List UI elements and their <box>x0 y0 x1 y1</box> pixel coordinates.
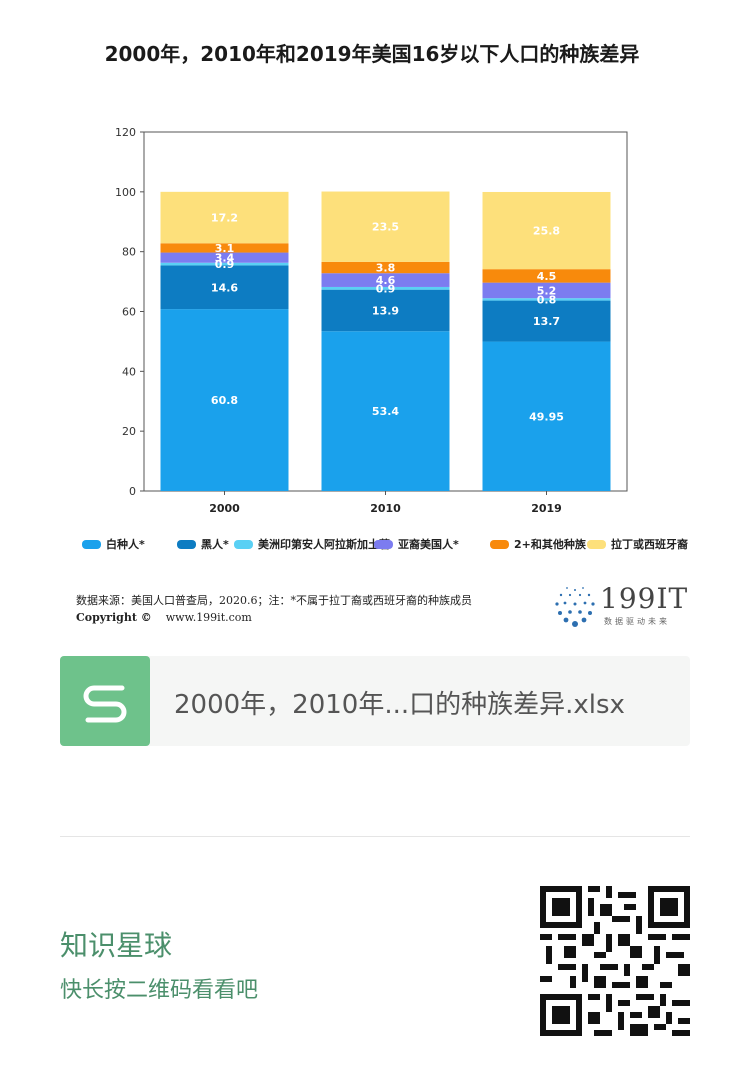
data-label-2010-3: 4.6 <box>376 274 396 287</box>
bar-segment-2010-0 <box>321 331 450 491</box>
bar-segment-2019-3 <box>482 282 611 299</box>
legend-swatch <box>177 539 196 549</box>
file-attachment-card[interactable]: 2000年，2010年...口的种族差异.xlsx <box>60 656 690 746</box>
bar-segment-2019-1 <box>482 300 611 342</box>
bar-segment-2019-4 <box>482 269 611 283</box>
legend-item-0: 白种人* <box>82 536 145 552</box>
copyright-label: Copyright © <box>76 611 152 624</box>
y-tick-label-120: 120 <box>115 126 136 139</box>
footer-subtitle: 快长按二维码看看吧 <box>60 978 259 1003</box>
y-tick-label-80: 80 <box>122 246 136 259</box>
stacked-bar-chart: 02040608010012060.814.60.93.43.117.22000… <box>115 126 628 515</box>
data-label-2019-4: 4.5 <box>537 270 557 283</box>
legend-label: 美洲印第安人阿拉斯加土著 <box>258 538 390 551</box>
data-label-2019-1: 13.7 <box>533 315 560 328</box>
file-name: 2000年，2010年...口的种族差异.xlsx <box>174 690 625 720</box>
legend-swatch <box>374 539 393 549</box>
bar-segment-2019-5 <box>482 191 611 270</box>
qr-code-icon[interactable] <box>540 886 690 1036</box>
logo-dots-icon <box>555 587 595 627</box>
legend-label: 拉丁或西班牙裔 <box>611 538 688 551</box>
bar-segment-2010-2 <box>321 286 450 290</box>
legend-item-1: 黑人* <box>177 536 229 552</box>
footer-title: 知识星球 <box>60 929 173 962</box>
data-label-2000-4: 3.1 <box>215 242 235 255</box>
x-tick-label-2010: 2010 <box>370 502 401 515</box>
data-label-2019-0: 49.95 <box>529 410 564 423</box>
bar-segment-2000-4 <box>160 243 289 253</box>
legend-label: 白种人* <box>106 538 145 551</box>
legend-item-4: 2+和其他种族 <box>490 536 586 552</box>
brand-logo: 199IT 数据驱动未来 <box>552 582 692 630</box>
legend-swatch <box>234 539 253 549</box>
source-note: 数据来源：美国人口普查局，2020.6；注：*不属于拉丁裔或西班牙裔的种族成员 <box>76 594 472 607</box>
data-label-2000-0: 60.8 <box>211 394 238 407</box>
x-tick-label-2000: 2000 <box>209 502 240 515</box>
bar-segment-2000-3 <box>160 252 289 263</box>
data-label-2000-5: 17.2 <box>211 212 238 225</box>
spreadsheet-s-icon <box>60 656 150 746</box>
legend-label: 黑人* <box>201 538 229 551</box>
bar-segment-2010-5 <box>321 191 450 262</box>
legend-label: 2+和其他种族 <box>514 538 586 551</box>
bar-segment-2010-4 <box>321 261 450 274</box>
chart-title: 2000年，2010年和2019年美国16岁以下人口的种族差异 <box>104 42 640 66</box>
bar-segment-2000-5 <box>160 191 289 244</box>
legend-item-2: 美洲印第安人阿拉斯加土著 <box>234 536 390 552</box>
data-label-2010-0: 53.4 <box>372 405 399 418</box>
data-label-2010-1: 13.9 <box>372 304 399 317</box>
bar-segment-2019-0 <box>482 341 611 491</box>
bar-segment-2010-1 <box>321 289 450 332</box>
data-label-2010-5: 23.5 <box>372 221 399 234</box>
y-tick-label-100: 100 <box>115 186 136 199</box>
data-label-2000-2: 0.9 <box>215 258 235 271</box>
legend-swatch <box>490 539 509 549</box>
legend-swatch <box>82 539 101 549</box>
data-label-2019-5: 25.8 <box>533 225 560 238</box>
bar-segment-2019-2 <box>482 298 611 301</box>
bar-segment-2000-1 <box>160 265 289 310</box>
divider <box>60 836 690 837</box>
data-label-2000-1: 14.6 <box>211 281 238 294</box>
bar-segment-2000-0 <box>160 309 289 491</box>
bar-segment-2010-3 <box>321 273 450 287</box>
y-tick-label-20: 20 <box>122 425 136 438</box>
legend-swatch <box>587 539 606 549</box>
logo-text: 199IT <box>600 582 689 615</box>
y-tick-label-40: 40 <box>122 365 136 378</box>
y-tick-label-0: 0 <box>129 485 136 498</box>
chart-legend: 白种人* 黑人* 美洲印第安人阿拉斯加土著 亚裔美国人* 2+和其他种族 拉丁或西班牙裔 <box>82 536 722 554</box>
bar-segment-2000-2 <box>160 262 289 266</box>
x-tick-label-2019: 2019 <box>531 502 562 515</box>
copyright-line: Copyright © www.199it.com <box>76 611 252 624</box>
data-label-2019-2: 0.8 <box>537 293 557 306</box>
legend-item-5: 拉丁或西班牙裔 <box>587 536 688 552</box>
copyright-url[interactable]: www.199it.com <box>165 611 252 624</box>
data-label-2010-4: 3.8 <box>376 262 396 275</box>
legend-label: 亚裔美国人* <box>398 538 459 551</box>
legend-item-3: 亚裔美国人* <box>374 536 459 552</box>
y-tick-label-60: 60 <box>122 306 136 319</box>
logo-tagline: 数据驱动未来 <box>604 617 670 626</box>
data-label-2010-2: 0.9 <box>376 282 396 295</box>
data-label-2019-3: 5.2 <box>537 284 557 297</box>
data-label-2000-3: 3.4 <box>215 252 235 265</box>
